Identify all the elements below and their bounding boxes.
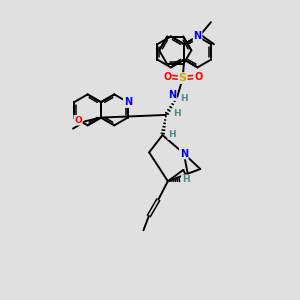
Text: N: N — [124, 97, 132, 107]
Text: N: N — [168, 90, 176, 100]
Text: O: O — [74, 116, 82, 125]
Text: H: H — [173, 109, 181, 118]
Text: N: N — [194, 32, 202, 41]
Text: O: O — [194, 72, 202, 82]
Text: S: S — [179, 73, 187, 83]
Text: H: H — [180, 94, 188, 103]
Text: H: H — [182, 175, 190, 184]
Text: H: H — [168, 130, 176, 139]
Text: N: N — [180, 148, 188, 159]
Text: O: O — [163, 72, 171, 82]
